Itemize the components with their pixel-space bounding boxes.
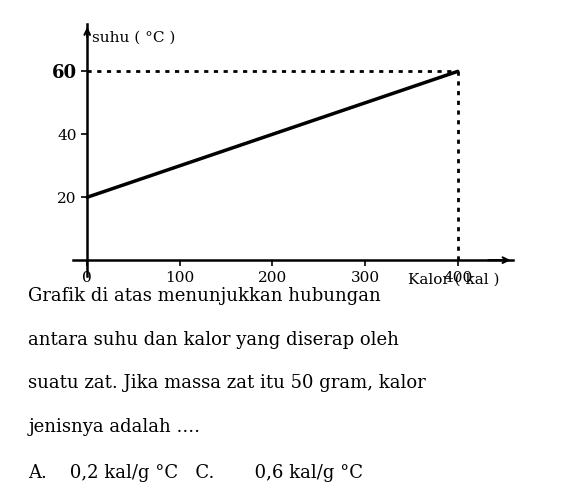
Text: jenisnya adalah ....: jenisnya adalah .... [28, 418, 200, 436]
Text: suatu zat. Jika massa zat itu 50 gram, kalor: suatu zat. Jika massa zat itu 50 gram, k… [28, 374, 426, 392]
Text: Grafik di atas menunjukkan hubungan: Grafik di atas menunjukkan hubungan [28, 287, 381, 305]
Text: antara suhu dan kalor yang diserap oleh: antara suhu dan kalor yang diserap oleh [28, 331, 399, 348]
Text: A.    0,2 kal/g °C   C.       0,6 kal/g °C: A. 0,2 kal/g °C C. 0,6 kal/g °C [28, 464, 363, 482]
Text: suhu ( °C ): suhu ( °C ) [92, 30, 175, 45]
Text: Kalor ( kal ): Kalor ( kal ) [408, 273, 499, 287]
